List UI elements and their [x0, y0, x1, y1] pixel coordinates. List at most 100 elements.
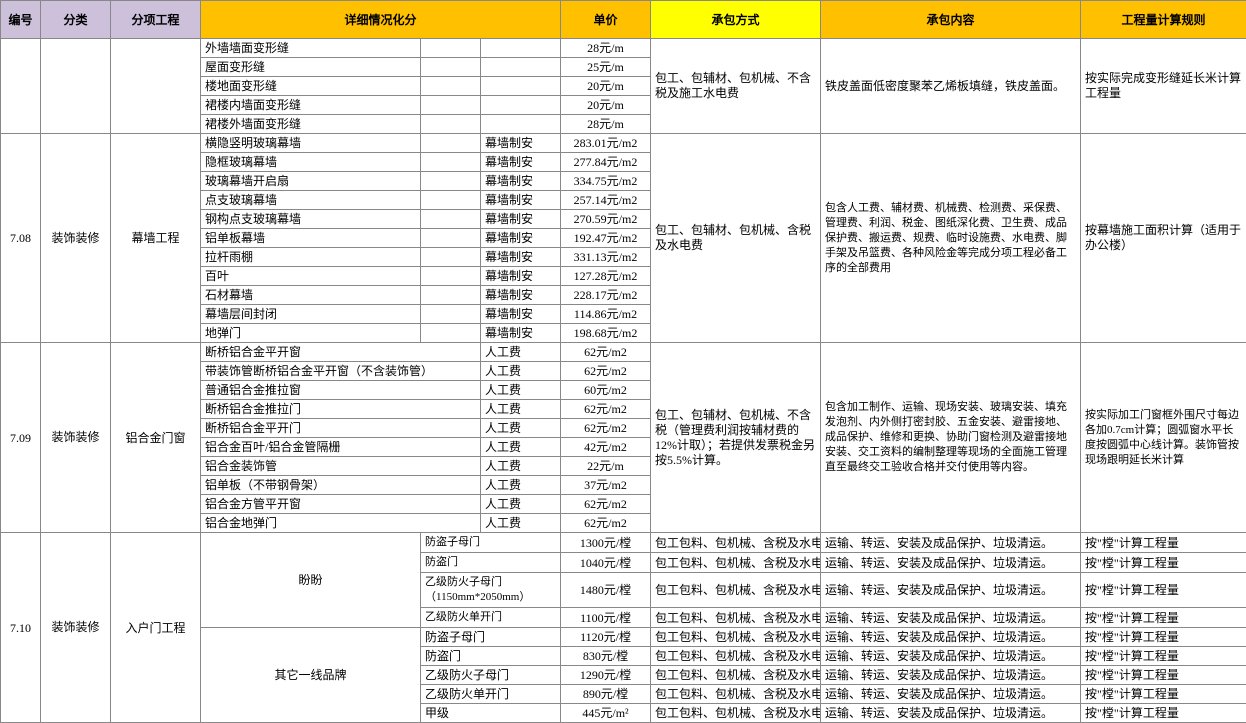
- cell-detail: 幕墙层间封闭: [201, 305, 421, 324]
- cell-detail3: 幕墙制安: [481, 305, 561, 324]
- cell-detail: 乙级防火子母门: [421, 666, 561, 685]
- cell-rule: 按"樘"计算工程量: [1081, 666, 1246, 685]
- cell-rule: 按实际加工门窗框外围尺寸每边各加0.7cm计算；圆弧窗水平长度按圆弧中心线计算。…: [1081, 343, 1246, 533]
- cell-cat: [41, 39, 111, 134]
- hdr-method: 承包方式: [651, 1, 821, 39]
- cell-sub: 幕墙工程: [111, 134, 201, 343]
- cell-detail2: [421, 210, 481, 229]
- cell-detail: 铝单板（不带钢骨架）: [201, 476, 481, 495]
- cell-price: 62元/m2: [561, 419, 651, 438]
- cell-detail: 横隐竖明玻璃幕墙: [201, 134, 421, 153]
- cell-price: 283.01元/m2: [561, 134, 651, 153]
- cell-detail: 乙级防火单开门: [421, 685, 561, 704]
- cell-detail: 防盗子母门: [421, 628, 561, 647]
- hdr-content: 承包内容: [821, 1, 1081, 39]
- cell-sub: [111, 39, 201, 134]
- cell-price: 331.13元/m2: [561, 248, 651, 267]
- cell-price: 127.28元/m2: [561, 267, 651, 286]
- cell-detail3: 幕墙制安: [481, 153, 561, 172]
- cell-content: 运输、转运、安装及成品保护、垃圾清运。: [821, 666, 1081, 685]
- cell-method: 包工包料、包机械、含税及水电费: [651, 628, 821, 647]
- cell-price: 28元/m: [561, 39, 651, 58]
- cell-detail3: 人工费: [481, 495, 561, 514]
- hdr-price: 单价: [561, 1, 651, 39]
- cell-price: 62元/m2: [561, 495, 651, 514]
- cell-content: 包含加工制作、运输、现场安装、玻璃安装、填充发泡剂、内外侧打密封胶、五金安装、避…: [821, 343, 1081, 533]
- cell-rule: 按"樘"计算工程量: [1081, 533, 1246, 553]
- cell-method: 包工包料、包机械、含税及水电费: [651, 647, 821, 666]
- cell-price: 62元/m2: [561, 514, 651, 533]
- cell-detail3: [481, 58, 561, 77]
- cell-method: 包工、包辅材、包机械、含税及水电费: [651, 134, 821, 343]
- cell-content: 运输、转运、安装及成品保护、垃圾清运。: [821, 647, 1081, 666]
- cell-detail: 铝合金百叶/铝合金管隔栅: [201, 438, 481, 457]
- cell-detail3: 人工费: [481, 438, 561, 457]
- cell-method: 包工包料、包机械、含税及水电费: [651, 553, 821, 573]
- cell-price: 890元/樘: [561, 685, 651, 704]
- cell-content: 铁皮盖面低密度聚苯乙烯板填缝，铁皮盖面。: [821, 39, 1081, 134]
- table-row: 7.09装饰装修铝合金门窗断桥铝合金平开窗人工费62元/m2包工、包辅材、包机械…: [1, 343, 1246, 362]
- cell-detail3: 幕墙制安: [481, 172, 561, 191]
- cell-method: 包工、包辅材、包机械、不含税及施工水电费: [651, 39, 821, 134]
- cell-rule: 按幕墙施工面积计算（适用于办公楼）: [1081, 134, 1246, 343]
- cell-detail3: 幕墙制安: [481, 210, 561, 229]
- cell-detail3: 幕墙制安: [481, 248, 561, 267]
- cell-detail3: 幕墙制安: [481, 191, 561, 210]
- cell-price: 42元/m2: [561, 438, 651, 457]
- cell-rule: 按实际完成变形缝延长米计算工程量: [1081, 39, 1246, 134]
- cell-price: 1480元/樘: [561, 573, 651, 608]
- cell-content: 运输、转运、安装及成品保护、垃圾清运。: [821, 573, 1081, 608]
- cell-method: 包工包料、包机械、含税及水电费: [651, 533, 821, 553]
- cell-method: 包工包料、包机械、含税及水电费: [651, 666, 821, 685]
- cell-price: 62元/m2: [561, 343, 651, 362]
- cell-detail: 铝合金装饰管: [201, 457, 481, 476]
- cell-detail: 防盗门: [421, 647, 561, 666]
- hdr-sub: 分项工程: [111, 1, 201, 39]
- cell-detail3: 幕墙制安: [481, 324, 561, 343]
- cell-detail: 玻璃幕墙开启扇: [201, 172, 421, 191]
- cell-detail2: [421, 172, 481, 191]
- cell-price: 1120元/樘: [561, 628, 651, 647]
- cell-brand: 盼盼: [201, 533, 421, 628]
- cell-rule: 按"樘"计算工程量: [1081, 553, 1246, 573]
- cell-brand: 其它一线品牌: [201, 628, 421, 723]
- cell-detail3: 幕墙制安: [481, 134, 561, 153]
- cell-detail: 隐框玻璃幕墙: [201, 153, 421, 172]
- cell-idx: 7.08: [1, 134, 41, 343]
- cell-price: 20元/m: [561, 77, 651, 96]
- cell-price: 28元/m: [561, 115, 651, 134]
- cell-rule: 按"樘"计算工程量: [1081, 608, 1246, 628]
- cell-detail2: [421, 39, 481, 58]
- cell-price: 1300元/樘: [561, 533, 651, 553]
- cell-detail2: [421, 153, 481, 172]
- cell-detail: 点支玻璃幕墙: [201, 191, 421, 210]
- cell-detail2: [421, 58, 481, 77]
- cell-rule: 按"樘"计算工程量: [1081, 628, 1246, 647]
- cell-price: 334.75元/m2: [561, 172, 651, 191]
- cell-price: 114.86元/m2: [561, 305, 651, 324]
- header-row: 编号 分类 分项工程 详细情况化分 单价 承包方式 承包内容 工程量计算规则: [1, 1, 1246, 39]
- cell-method: 包工包料、包机械、含税及水电费: [651, 573, 821, 608]
- table-row: 7.10装饰装修入户门工程盼盼防盗子母门1300元/樘包工包料、包机械、含税及水…: [1, 533, 1246, 553]
- cell-price: 62元/m2: [561, 362, 651, 381]
- cell-price: 37元/m2: [561, 476, 651, 495]
- cell-detail3: [481, 115, 561, 134]
- cell-sub: 铝合金门窗: [111, 343, 201, 533]
- cell-price: 25元/m: [561, 58, 651, 77]
- cell-detail: 断桥铝合金平开门: [201, 419, 481, 438]
- cell-price: 277.84元/m2: [561, 153, 651, 172]
- cell-detail: 铝合金方管平开窗: [201, 495, 481, 514]
- cell-price: 20元/m: [561, 96, 651, 115]
- cell-detail3: 人工费: [481, 343, 561, 362]
- cell-detail: 地弹门: [201, 324, 421, 343]
- cell-price: 445元/m²: [561, 704, 651, 723]
- table-row: 7.08装饰装修幕墙工程横隐竖明玻璃幕墙幕墙制安283.01元/m2包工、包辅材…: [1, 134, 1246, 153]
- cell-detail3: [481, 39, 561, 58]
- cell-detail: 普通铝合金推拉窗: [201, 381, 481, 400]
- cell-price: 22元/m: [561, 457, 651, 476]
- cell-detail: 钢构点支玻璃幕墙: [201, 210, 421, 229]
- cell-price: 1040元/樘: [561, 553, 651, 573]
- cell-detail: 外墙墙面变形缝: [201, 39, 421, 58]
- cell-detail: 乙级防火单开门: [421, 608, 561, 628]
- cell-content: 运输、转运、安装及成品保护、垃圾清运。: [821, 608, 1081, 628]
